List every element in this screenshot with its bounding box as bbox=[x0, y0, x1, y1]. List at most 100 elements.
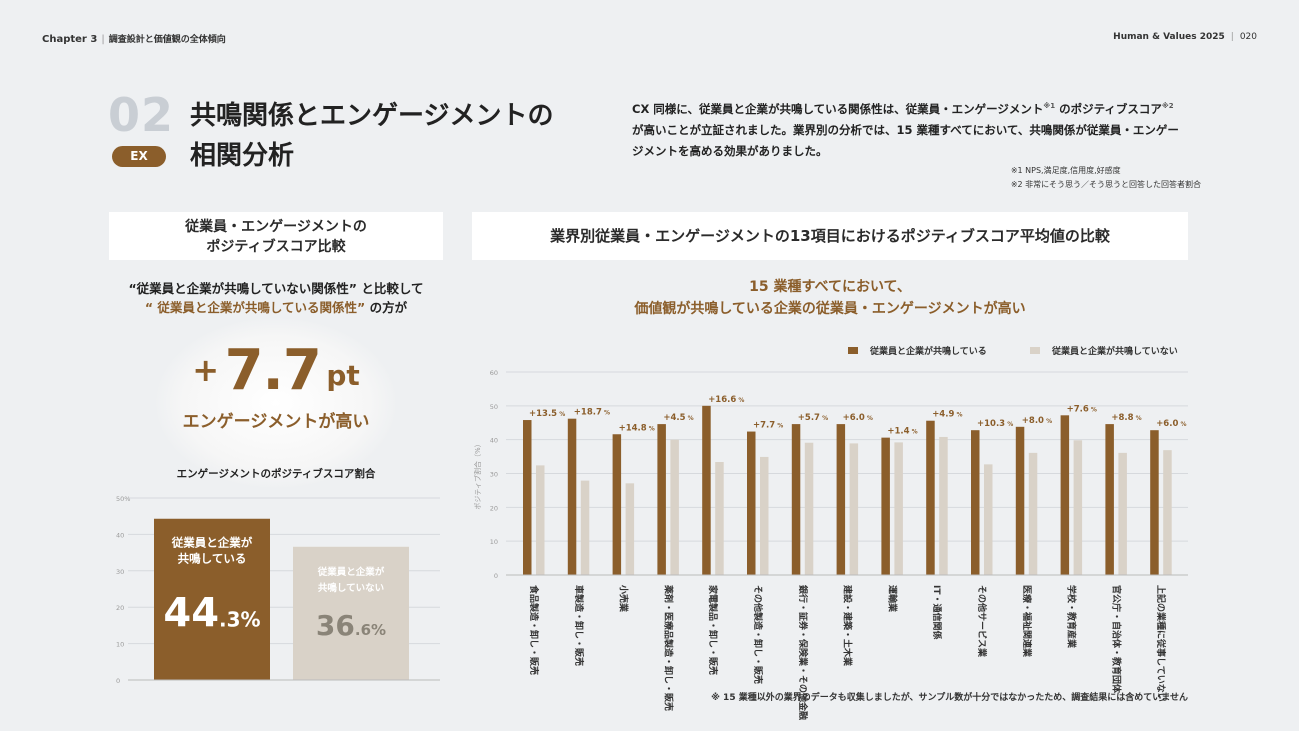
diff-label: +18.7 % bbox=[574, 408, 610, 418]
subhead-line-1: 15 業種すべてにおいて、 bbox=[749, 279, 911, 295]
x-category-label: 医療・福祉関連業 bbox=[1021, 585, 1033, 658]
legend-item-resonant: 従業員と企業が共鳴している bbox=[848, 344, 987, 357]
bar-resonant bbox=[1150, 430, 1159, 575]
bar-value-label: 36.6% bbox=[316, 609, 386, 642]
bar-not-resonant bbox=[1073, 440, 1083, 575]
y-tick-label: 40 bbox=[116, 531, 124, 539]
bar-not-resonant bbox=[894, 442, 903, 575]
diff-label: +16.6 % bbox=[708, 395, 744, 405]
x-category-label: 車製造・卸し・販売 bbox=[573, 585, 585, 666]
y-tick-label: 10 bbox=[116, 641, 124, 649]
compare-rest: の方が bbox=[365, 300, 408, 315]
bar-not-resonant bbox=[670, 439, 679, 575]
compare-line-1: “従業員と企業が共鳴していない関係性” と比較して bbox=[128, 281, 424, 296]
diff-label: +7.7 % bbox=[753, 421, 783, 431]
x-category-label: IT・通信関係 bbox=[931, 585, 943, 640]
y-tick-label: 20 bbox=[490, 504, 498, 512]
bar-label-line-2: 共鳴していない bbox=[318, 582, 384, 594]
diff-label: +6.0 % bbox=[1156, 419, 1186, 429]
title-line-2: 相関分析 bbox=[190, 141, 295, 171]
big-stat-unit: pt bbox=[326, 359, 360, 392]
title-line-1: 共鳴関係とエンゲージメントの bbox=[190, 101, 554, 131]
subhead-line-2: 価値観が共鳴している企業の従業員・エンゲージメントが高い bbox=[634, 301, 1026, 317]
bar-resonant bbox=[1105, 424, 1114, 575]
page-title: 共鳴関係とエンゲージメントの 相関分析 bbox=[190, 96, 553, 176]
intro-line-2: が高いことが立証されました。業界別の分析では、15 業種すべてにおいて、共鳴関係… bbox=[632, 122, 1179, 137]
bar-resonant bbox=[567, 418, 577, 575]
bar-resonant bbox=[926, 420, 935, 575]
highlight-glow bbox=[156, 318, 396, 488]
diff-label: +8.8 % bbox=[1111, 413, 1141, 423]
big-stat-plus: + bbox=[192, 351, 219, 389]
section-number: 02 bbox=[108, 88, 175, 142]
bar-resonant bbox=[747, 431, 756, 575]
bar-resonant bbox=[702, 405, 711, 575]
right-panel-title: 業界別従業員・エンゲージメントの13項目におけるポジティブスコア平均値の比較 bbox=[472, 212, 1188, 260]
bar-resonant bbox=[836, 424, 846, 575]
intro-line-1b: のポジティブスコア bbox=[1059, 101, 1162, 116]
diff-label: +7.6 % bbox=[1067, 404, 1097, 414]
bar-resonant bbox=[1060, 415, 1070, 575]
bar-not-resonant bbox=[625, 483, 635, 575]
brand-name: Human & Values 2025 bbox=[1113, 32, 1225, 42]
note-2: ※2 非常にそう思う／そう思うと回答した回答者割合 bbox=[1010, 180, 1201, 189]
chart-footnote: ※ 15 業種以外の業界のデータも収集しましたが、サンプル数が十分ではなかったた… bbox=[711, 693, 1188, 703]
diff-label: +8.0 % bbox=[1022, 416, 1052, 426]
compare-line-2: “ 従業員と企業が共鳴している関係性” の方が bbox=[100, 297, 452, 316]
left-panel-title: 従業員・エンゲージメントの ポジティブスコア比較 bbox=[109, 212, 443, 260]
diff-label: +4.9 % bbox=[932, 410, 962, 420]
diff-label: +13.5 % bbox=[529, 409, 565, 419]
header-divider: | bbox=[101, 34, 105, 45]
x-category-label: 学校・教育産業 bbox=[1066, 585, 1078, 649]
y-tick-label: 0 bbox=[494, 572, 498, 580]
bar-not-resonant bbox=[293, 546, 409, 680]
bar-value-label: 44.3% bbox=[163, 591, 260, 637]
bar-not-resonant bbox=[536, 465, 545, 575]
left-title-line-1: 従業員・エンゲージメントの bbox=[185, 219, 367, 235]
bar-resonant bbox=[523, 420, 532, 575]
big-stat-caption: エンゲージメントが高い bbox=[182, 412, 370, 432]
bar-resonant bbox=[1015, 426, 1025, 575]
bar-not-resonant bbox=[849, 443, 859, 575]
y-tick-label: 20 bbox=[116, 604, 124, 612]
x-category-label: 建設・建築・土木業 bbox=[842, 585, 854, 667]
bar-label-line-1: 従業員と企業が bbox=[317, 566, 385, 578]
left-chart-title: エンゲージメントのポジティブスコア割合 bbox=[176, 468, 376, 480]
bar-not-resonant bbox=[715, 461, 724, 575]
chapter-label: Chapter 3 bbox=[42, 34, 98, 45]
legend-label-not-resonant: 従業員と企業が共鳴していない bbox=[1052, 347, 1178, 357]
legend-item-not-resonant: 従業員と企業が共鳴していない bbox=[1030, 344, 1178, 357]
x-category-label: 家電製品・卸し・販売 bbox=[707, 585, 719, 675]
y-tick-label: 50% bbox=[116, 495, 130, 503]
y-tick-label: 30 bbox=[116, 568, 124, 576]
ex-badge: EX bbox=[112, 146, 166, 167]
bar-not-resonant bbox=[760, 456, 769, 575]
bar-not-resonant bbox=[1163, 450, 1172, 575]
bar-not-resonant bbox=[1028, 452, 1038, 575]
x-category-label: その他サービス業 bbox=[976, 585, 988, 658]
bar-not-resonant bbox=[804, 442, 814, 575]
y-tick-label: 40 bbox=[490, 437, 498, 445]
chapter-title: 調査設計と価値観の全体傾向 bbox=[108, 35, 226, 45]
diff-label: +14.8 % bbox=[619, 423, 655, 433]
intro-notes: ※1 NPS,満足度,信用度,好感度 ※2 非常にそう思う／そう思うと回答した回… bbox=[1011, 164, 1201, 192]
legend-swatch-resonant bbox=[848, 347, 858, 354]
diff-label: +5.7 % bbox=[798, 413, 828, 423]
bar-resonant bbox=[971, 430, 980, 575]
footnote-ref-1: ※1 bbox=[1043, 102, 1056, 110]
y-tick-label: 0 bbox=[116, 677, 120, 685]
left-title-line-2: ポジティブスコア比較 bbox=[206, 239, 346, 255]
x-category-label: 小売業 bbox=[618, 584, 630, 613]
big-stat-number: 7.7 bbox=[224, 338, 322, 403]
x-category-label: 官公庁・自治体・教育団体 bbox=[1110, 585, 1122, 694]
legend-label-resonant: 従業員と企業が共鳴している bbox=[870, 347, 987, 357]
x-category-label: 上記の業種に従事していない bbox=[1155, 585, 1167, 702]
y-tick-label: 10 bbox=[490, 538, 498, 546]
diff-label: +4.5 % bbox=[663, 413, 693, 423]
chapter-header: Chapter 3 | 調査設計と価値観の全体傾向 bbox=[42, 32, 226, 45]
big-stat: + 7.7 pt bbox=[140, 338, 412, 403]
compare-highlight: “ 従業員と企業が共鳴している関係性” bbox=[144, 300, 366, 315]
bar-label-line-1: 従業員と企業が bbox=[171, 536, 253, 550]
y-axis-label: ポジティブ割合（%） bbox=[473, 440, 482, 509]
